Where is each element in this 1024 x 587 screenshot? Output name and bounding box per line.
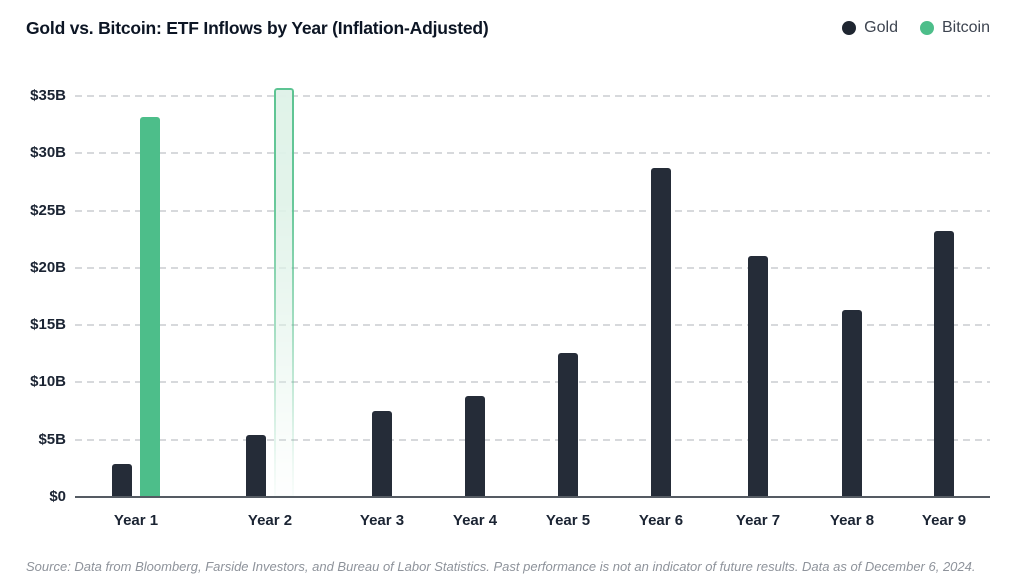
bar-gold-year-3 xyxy=(372,411,392,497)
gridline-25b xyxy=(75,209,990,212)
bar-gold-year-1 xyxy=(111,463,132,497)
x-tick-label: Year 7 xyxy=(735,512,781,529)
legend: Gold Bitcoin xyxy=(842,19,990,37)
y-tick-label: $30B xyxy=(30,144,66,162)
gridline-10b xyxy=(75,381,990,384)
y-tick-label: $20B xyxy=(30,258,66,276)
x-tick-label: Year 6 xyxy=(638,512,684,529)
bar-gold-year-7 xyxy=(748,256,768,497)
x-tick-label: Year 3 xyxy=(359,512,405,529)
x-tick-label: Year 8 xyxy=(829,512,875,529)
bar-gold-year-8 xyxy=(842,310,862,497)
bar-bitcoin-year-2 xyxy=(274,87,295,497)
bar-bitcoin-year-1 xyxy=(140,116,161,497)
x-tick-label: Year 1 xyxy=(113,512,159,529)
bar-gold-year-6 xyxy=(651,168,671,497)
x-tick-label: Year 9 xyxy=(921,512,967,529)
x-tick-label: Year 2 xyxy=(247,512,293,529)
gold-legend-dot-icon xyxy=(842,21,857,35)
bitcoin-legend-label: Bitcoin xyxy=(941,19,990,36)
bar-gold-year-5 xyxy=(558,352,578,497)
bar-gold-year-2 xyxy=(245,435,266,497)
y-tick-label: $15B xyxy=(30,316,66,334)
y-tick-label: $0 xyxy=(49,488,66,505)
y-tick-label: $25B xyxy=(30,201,66,219)
y-tick-label: $35B xyxy=(30,87,66,104)
chart-header: Gold vs. Bitcoin: ETF Inflows by Year (I… xyxy=(26,14,990,42)
bar-gold-year-4 xyxy=(465,396,485,497)
bar-gold-year-9 xyxy=(934,231,954,497)
gold-legend-label: Gold xyxy=(864,19,898,36)
gridline-35b xyxy=(75,95,990,97)
gridline-20b xyxy=(75,266,990,269)
legend-item-gold: Gold xyxy=(842,19,898,37)
y-tick-label: $10B xyxy=(30,373,66,391)
y-tick-label: $5B xyxy=(38,430,66,448)
x-tick-label: Year 4 xyxy=(452,512,498,529)
legend-item-bitcoin: Bitcoin xyxy=(919,19,990,37)
x-tick-label: Year 5 xyxy=(545,512,591,529)
gridline-15b xyxy=(75,324,990,327)
source-note: Source: Data from Bloomberg, Farside Inv… xyxy=(26,559,976,574)
bitcoin-legend-dot-icon xyxy=(919,21,934,35)
gridline-30b xyxy=(75,152,990,155)
gridline-5b xyxy=(75,438,990,441)
x-axis-line xyxy=(75,496,990,498)
chart-title: Gold vs. Bitcoin: ETF Inflows by Year (I… xyxy=(26,17,489,38)
